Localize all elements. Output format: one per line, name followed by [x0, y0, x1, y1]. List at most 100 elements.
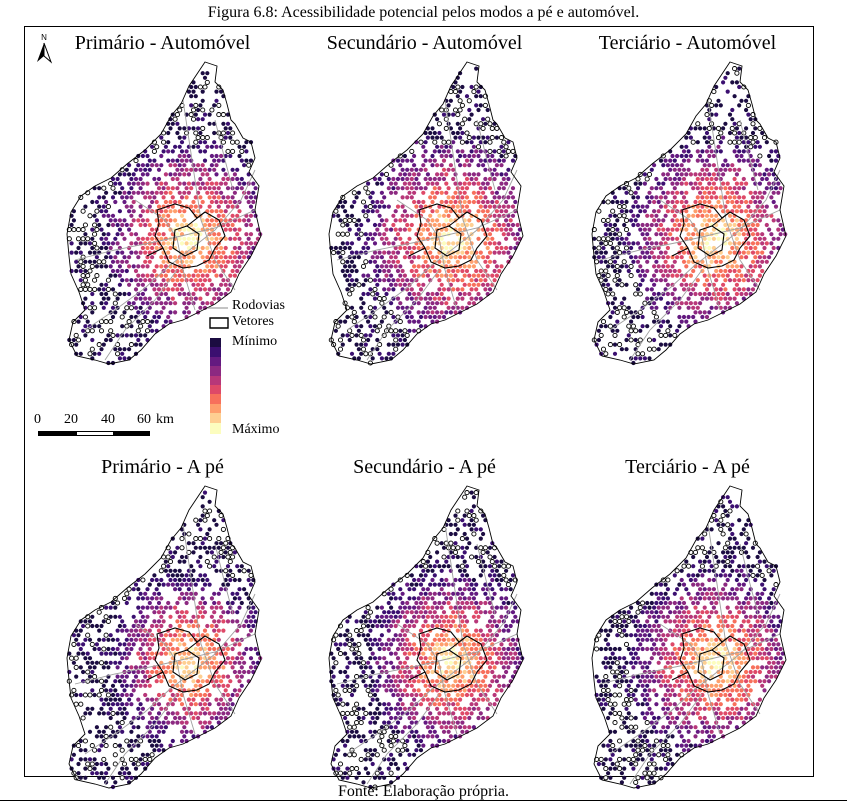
- hex-cell: [78, 259, 84, 265]
- hex-cell: [416, 301, 421, 306]
- hex-cell: [333, 697, 338, 702]
- hex-cell: [737, 204, 742, 209]
- hex-cell: [384, 623, 389, 629]
- hex-cell: [492, 591, 497, 596]
- hex-cell: [163, 209, 168, 214]
- hex-cell: [347, 660, 352, 665]
- hex-cell: [145, 236, 150, 241]
- hex-cell: [652, 264, 657, 269]
- hex-cell: [209, 282, 214, 287]
- hex-cell: [409, 646, 414, 652]
- hex-cell: [421, 190, 426, 195]
- hex-cell: [205, 623, 210, 629]
- hex-cell: [739, 273, 744, 278]
- hex-cell: [71, 337, 76, 343]
- hex-cell: [159, 596, 164, 601]
- hex-cell: [161, 637, 166, 642]
- hex-cell: [108, 614, 113, 619]
- hex-cell: [455, 545, 461, 551]
- hex-cell: [239, 241, 244, 246]
- hex-cell: [173, 605, 178, 610]
- hex-cell: [71, 752, 76, 757]
- hex-cell: [375, 679, 380, 684]
- hex-cell: [476, 633, 481, 638]
- hex-cell: [432, 582, 437, 587]
- hex-cell: [345, 674, 350, 679]
- hex-cell: [448, 255, 453, 260]
- hex-cell: [714, 204, 719, 209]
- hex-cell: [129, 646, 134, 652]
- hex-cell: [467, 107, 472, 113]
- hex-cell: [631, 213, 636, 218]
- hex-cell: [368, 324, 373, 329]
- hex-cell: [707, 163, 712, 168]
- hex-cell: [140, 577, 146, 583]
- hex-cell: [209, 218, 214, 223]
- hex-cell: [446, 305, 451, 310]
- hex-cell: [168, 245, 173, 251]
- hex-cell: [138, 683, 143, 688]
- hex-cell: [435, 623, 440, 629]
- hex-cell: [101, 619, 106, 624]
- hex-cell: [365, 614, 371, 620]
- hex-cell: [186, 633, 191, 638]
- hex-cell: [389, 642, 394, 647]
- hex-cell: [152, 573, 157, 578]
- hex-cell: [198, 149, 203, 154]
- hex-cell: [730, 190, 735, 195]
- hex-cell: [331, 250, 337, 256]
- hex-cell: [402, 209, 407, 214]
- hex-cell: [190, 116, 197, 122]
- hex-cell: [382, 683, 387, 688]
- hex-cell: [446, 149, 451, 154]
- hex-cell: [455, 121, 460, 126]
- hex-cell: [182, 153, 187, 159]
- hex-cell: [227, 549, 233, 555]
- hex-cell: [471, 605, 476, 610]
- hex-cell: [407, 605, 412, 610]
- hex-cell: [430, 153, 435, 159]
- hex-cell: [446, 600, 451, 606]
- hex-cell: [478, 683, 483, 688]
- hex-cell: [145, 669, 150, 675]
- hex-cell: [235, 250, 240, 255]
- hex-cell: [679, 181, 684, 186]
- hex-cell: [251, 623, 256, 629]
- hex-cell: [351, 190, 357, 196]
- hex-cell: [202, 490, 208, 495]
- hex-cell: [471, 688, 476, 693]
- hex-cell: [221, 278, 226, 283]
- hex-cell: [485, 209, 490, 214]
- hex-cell: [363, 342, 368, 347]
- hex-cell: [119, 775, 125, 781]
- hex-cell: [110, 213, 116, 218]
- hex-cell: [94, 660, 99, 665]
- hex-cell: [99, 301, 104, 306]
- hex-cell: [202, 702, 208, 707]
- hex-cell: [428, 582, 433, 587]
- hex-cell: [145, 633, 150, 638]
- hex-cell: [368, 646, 373, 652]
- hex-cell: [695, 186, 700, 191]
- hex-cell: [467, 522, 472, 527]
- hex-cell: [379, 623, 384, 629]
- hex-cell: [619, 282, 625, 288]
- hex-cell: [154, 310, 159, 315]
- hex-cell: [202, 186, 208, 191]
- hex-cell: [368, 665, 373, 670]
- hex-cell: [441, 554, 447, 560]
- hex-cell: [753, 199, 758, 205]
- hex-cell: [347, 227, 352, 232]
- hex-cell: [414, 692, 419, 698]
- hex-cell: [223, 706, 228, 711]
- hex-cell: [446, 619, 451, 624]
- hex-cell: [391, 186, 396, 191]
- hex-cell: [349, 204, 355, 209]
- hex-cell: [741, 232, 746, 237]
- hex-cell: [154, 725, 159, 730]
- hex-cell: [225, 186, 231, 191]
- hex-cell: [150, 596, 155, 601]
- hex-cell: [248, 610, 254, 615]
- hex-cell: [723, 75, 728, 80]
- hex-cell: [147, 683, 152, 688]
